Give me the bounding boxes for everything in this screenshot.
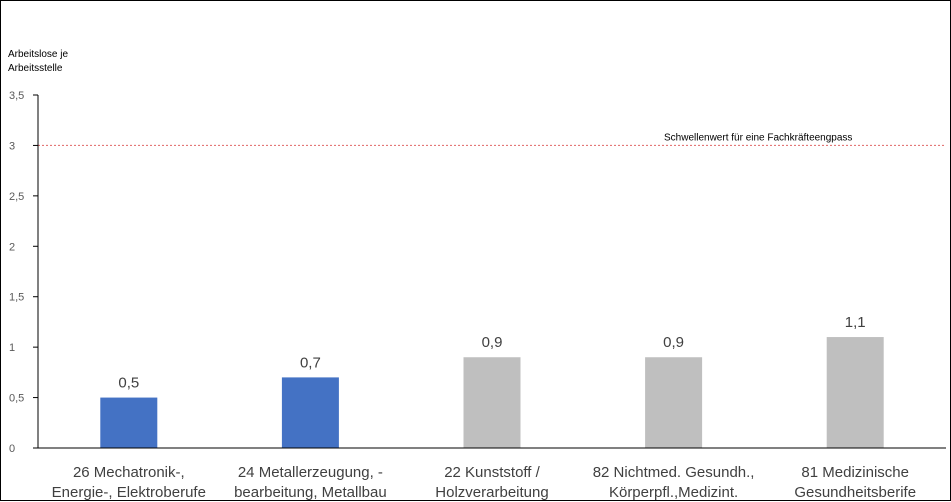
category-label: Energie-, Elektroberufe <box>52 484 206 501</box>
category-label: Holzverarbeitung <box>435 484 548 501</box>
y-tick-label: 2 <box>9 241 15 253</box>
value-label: 0,7 <box>300 354 321 371</box>
threshold-label: Schwellenwert für eine Fachkräfteengpass <box>664 132 852 143</box>
value-label: 0,5 <box>118 375 139 392</box>
category-label: bearbeitung, Metallbau <box>234 484 387 501</box>
y-tick-label: 0,5 <box>9 393 24 405</box>
y-axis-title-line-1: Arbeitslose je <box>8 49 68 60</box>
category-label: 82 Nichtmed. Gesundh., <box>593 464 755 481</box>
category-label: 24 Metallerzeugung, - <box>238 464 383 481</box>
value-label: 0,9 <box>482 334 503 351</box>
bar <box>645 357 703 448</box>
bar <box>281 377 339 448</box>
y-tick-label: 2,5 <box>9 191 24 203</box>
category-label: 81 Medizinische <box>801 464 909 481</box>
bar <box>826 337 884 448</box>
category-label: Gesundheitsberife <box>794 484 916 501</box>
category-label: 26 Mechatronik-, <box>73 464 185 481</box>
y-tick-label: 1 <box>9 342 15 354</box>
bar <box>100 397 158 448</box>
value-label: 0,9 <box>663 334 684 351</box>
y-tick-label: 1,5 <box>9 292 24 304</box>
y-tick-label: 0 <box>9 443 15 455</box>
y-axis-title-line-2: Arbeitsstelle <box>8 63 63 74</box>
category-label: Körperpfl.,Medizint. <box>609 484 738 501</box>
y-tick-label: 3,5 <box>9 90 24 102</box>
bar <box>463 357 521 448</box>
y-tick-label: 3 <box>9 140 15 152</box>
value-label: 1,1 <box>845 314 866 331</box>
category-label: 22 Kunststoff / <box>444 464 540 481</box>
